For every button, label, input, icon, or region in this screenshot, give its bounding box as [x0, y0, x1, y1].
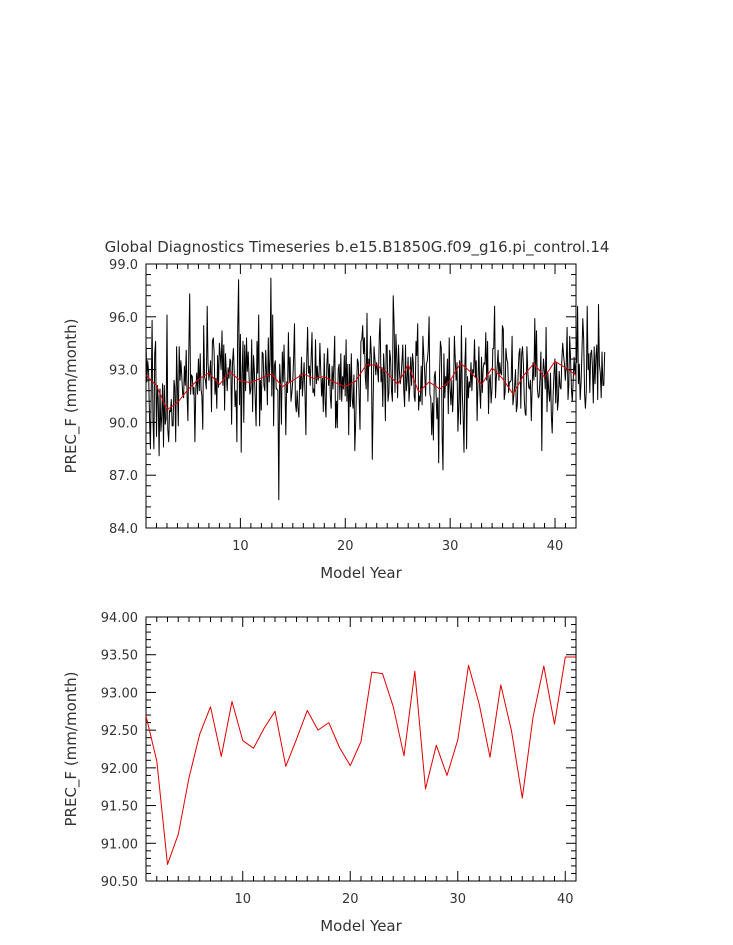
y-tick-label: 90.50 — [101, 875, 138, 890]
y-tick-label: 92.00 — [101, 762, 138, 777]
bottom-panel: 10 20 30 40 90.50 91.00 91.50 92.00 92.50 93.00 93… — [62, 611, 577, 935]
y-tick-label: 91.00 — [101, 837, 138, 852]
y-tick-label: 93.00 — [101, 686, 138, 701]
series-line-2 — [145, 360, 577, 411]
series-line-1 — [145, 277, 606, 501]
y-tick-label: 91.50 — [101, 800, 138, 815]
x-tick-label: 10 — [234, 892, 251, 907]
y-tick-label: 93.0 — [109, 364, 138, 379]
y-tick-label: 84.0 — [109, 522, 138, 537]
y-tick-label: 87.0 — [109, 469, 138, 484]
y-tick-label: 99.0 — [109, 258, 138, 273]
chart-title: Global Diagnostics Timeseries b.e15.B185… — [105, 238, 610, 257]
x-tick-label: 10 — [232, 539, 249, 554]
y-tick-label: 90.0 — [109, 416, 138, 431]
x-tick-label: 30 — [449, 892, 466, 907]
x-axis-label: Model Year — [320, 917, 402, 935]
x-tick-label: 40 — [557, 892, 574, 907]
x-tick-label: 20 — [342, 892, 359, 907]
y-tick-label: 93.50 — [101, 649, 138, 664]
top-panel: 10 20 30 40 84.0 87.0 90.0 93.0 96.0 99.0 Model Ye… — [62, 258, 606, 582]
y-axis-label: PREC_F (mm/month) — [62, 672, 81, 827]
x-axis-label: Model Year — [320, 564, 402, 582]
x-tick-label: 30 — [442, 539, 459, 554]
y-tick-label: 92.50 — [101, 724, 138, 739]
x-tick-label: 20 — [337, 539, 354, 554]
series-line-1 — [145, 656, 576, 865]
y-axis-label: PREC_F (mm/month) — [62, 319, 81, 474]
x-tick-label: 40 — [547, 539, 564, 554]
y-tick-label: 96.0 — [109, 311, 138, 326]
plot-frame — [145, 616, 577, 882]
plot-frame — [145, 263, 577, 529]
y-tick-label: 94.00 — [101, 611, 138, 626]
